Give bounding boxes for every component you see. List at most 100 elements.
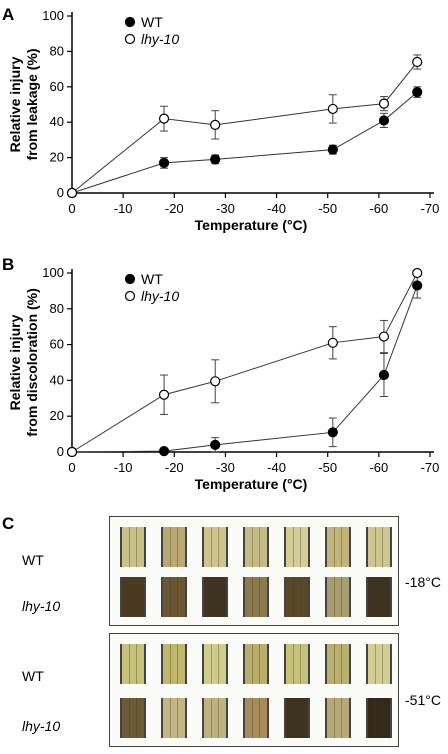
x-tick-label: -30 — [216, 201, 235, 216]
y-axis-title: from leakage (%) — [24, 48, 40, 160]
legend-marker — [124, 273, 136, 285]
y-tick-label: 60 — [50, 337, 64, 352]
series-line-WT — [71, 285, 418, 453]
legend-marker — [124, 16, 136, 28]
data-point-WT — [378, 369, 390, 381]
data-point-WT — [412, 280, 423, 291]
data-point-WT — [158, 446, 170, 457]
data-point-lhy-10 — [158, 389, 170, 400]
data-point-lhy-10 — [327, 337, 338, 348]
data-point-lhy-10 — [210, 376, 221, 387]
data-point-WT — [412, 87, 423, 98]
data-point-lhy-10 — [210, 119, 221, 130]
lhy-51-strip — [325, 698, 351, 738]
data-point-WT — [327, 144, 338, 155]
image-box-minus18 — [109, 516, 399, 626]
chart-a: A 0 -10 -20 -30 -40 -50 -60 -70 0 20 40 60 80 100 Temp… — [2, 5, 440, 233]
data-point-WT — [378, 115, 390, 126]
panel-letter-a: A — [2, 5, 14, 24]
wt-18-strip — [366, 527, 392, 567]
legend-label: lhy-10 — [141, 31, 179, 47]
y-tick-label: 20 — [50, 408, 64, 423]
wt-51-strip — [243, 644, 269, 684]
x-tick-label: -20 — [165, 460, 184, 475]
y-tick-label: 40 — [50, 114, 64, 129]
y-axis-title: from discoloration (%) — [24, 288, 40, 437]
y-axis-title: Relative injury — [7, 56, 23, 152]
panel-letter-b: B — [2, 255, 14, 274]
lhy-51-strip — [243, 698, 269, 738]
x-tick-label: -10 — [114, 201, 133, 216]
x-tick-label: -70 — [421, 201, 440, 216]
wt-18-strip — [284, 527, 310, 567]
y-axis-title: Relative injury — [7, 314, 23, 410]
x-tick-label: -70 — [421, 460, 440, 475]
lhy-51-strip — [202, 698, 228, 738]
series-line-lhy-10 — [71, 272, 418, 453]
data-point-lhy-10 — [378, 331, 390, 342]
data-point-lhy-10 — [66, 187, 78, 199]
data-point-WT — [210, 439, 221, 450]
x-tick-label: -40 — [267, 460, 286, 475]
temperature-label-minus51: -51°C — [405, 692, 441, 708]
row-label-lhy-51: lhy-10 — [22, 718, 61, 734]
data-point-lhy-10 — [66, 446, 78, 458]
data-point-lhy-10 — [412, 267, 423, 279]
x-tick-label: 0 — [68, 201, 75, 216]
strip-row-lhy-18 — [120, 575, 392, 617]
strip-row-wt-18 — [120, 525, 392, 567]
x-tick-label: -50 — [318, 201, 337, 216]
row-label-wt-51: WT — [22, 668, 44, 684]
x-tick-label: -60 — [369, 460, 388, 475]
x-tick-label: -60 — [369, 201, 388, 216]
legend-marker — [124, 33, 136, 45]
strip-row-wt-51 — [120, 642, 392, 684]
wt-18-strip — [120, 527, 146, 567]
x-tick-label: -30 — [216, 460, 235, 475]
lhy-51-strip — [366, 698, 392, 738]
strip-row-lhy-51 — [120, 696, 392, 738]
x-axis-title: Temperature (°C) — [195, 476, 308, 492]
x-axis-title: Temperature (°C) — [195, 217, 308, 233]
temperature-label-minus18: -18°C — [405, 574, 441, 590]
panel-letter-c: C — [2, 514, 15, 533]
data-point-WT — [158, 157, 170, 169]
lhy-18-strip — [325, 577, 351, 617]
legend-marker — [124, 290, 136, 302]
data-point-WT — [327, 427, 338, 438]
y-tick-label: 60 — [50, 79, 64, 94]
chart-b: B 0 -10 -20 -30 -40 -50 -60 -70 0 20 40 60 80 100 Temp… — [2, 255, 440, 492]
image-box-minus51 — [109, 633, 399, 747]
lhy-18-strip — [120, 577, 146, 617]
wt-51-strip — [202, 644, 228, 684]
data-point-lhy-10 — [158, 113, 170, 124]
legend-label: WT — [141, 271, 163, 287]
y-tick-label: 80 — [50, 301, 64, 316]
y-tick-label: 40 — [50, 372, 64, 387]
lhy-51-strip — [161, 698, 187, 738]
wt-51-strip — [284, 644, 310, 684]
wt-51-strip — [161, 644, 187, 684]
wt-51-strip — [366, 644, 392, 684]
x-tick-label: -20 — [165, 201, 184, 216]
legend-label: lhy-10 — [141, 288, 179, 304]
data-point-lhy-10 — [327, 103, 338, 115]
lhy-18-strip — [202, 577, 228, 617]
y-tick-label: 100 — [42, 8, 64, 23]
x-tick-label: -10 — [114, 460, 133, 475]
wt-18-strip — [202, 527, 228, 567]
data-point-lhy-10 — [412, 56, 423, 68]
panel-c: C WT lhy-10 WT lhy-10 -18°C -51°C — [0, 510, 448, 754]
legend-label: WT — [141, 14, 163, 30]
y-tick-label: 80 — [50, 43, 64, 58]
y-tick-label: 20 — [50, 150, 64, 165]
y-tick-label: 100 — [42, 265, 64, 280]
y-tick-label: 0 — [57, 185, 64, 200]
x-tick-label: 0 — [68, 460, 75, 475]
wt-18-strip — [325, 527, 351, 567]
row-label-lhy-18: lhy-10 — [22, 598, 61, 614]
wt-18-strip — [161, 527, 187, 567]
wt-18-strip — [243, 527, 269, 567]
series-line-WT — [71, 91, 418, 194]
y-tick-label: 0 — [57, 444, 64, 459]
